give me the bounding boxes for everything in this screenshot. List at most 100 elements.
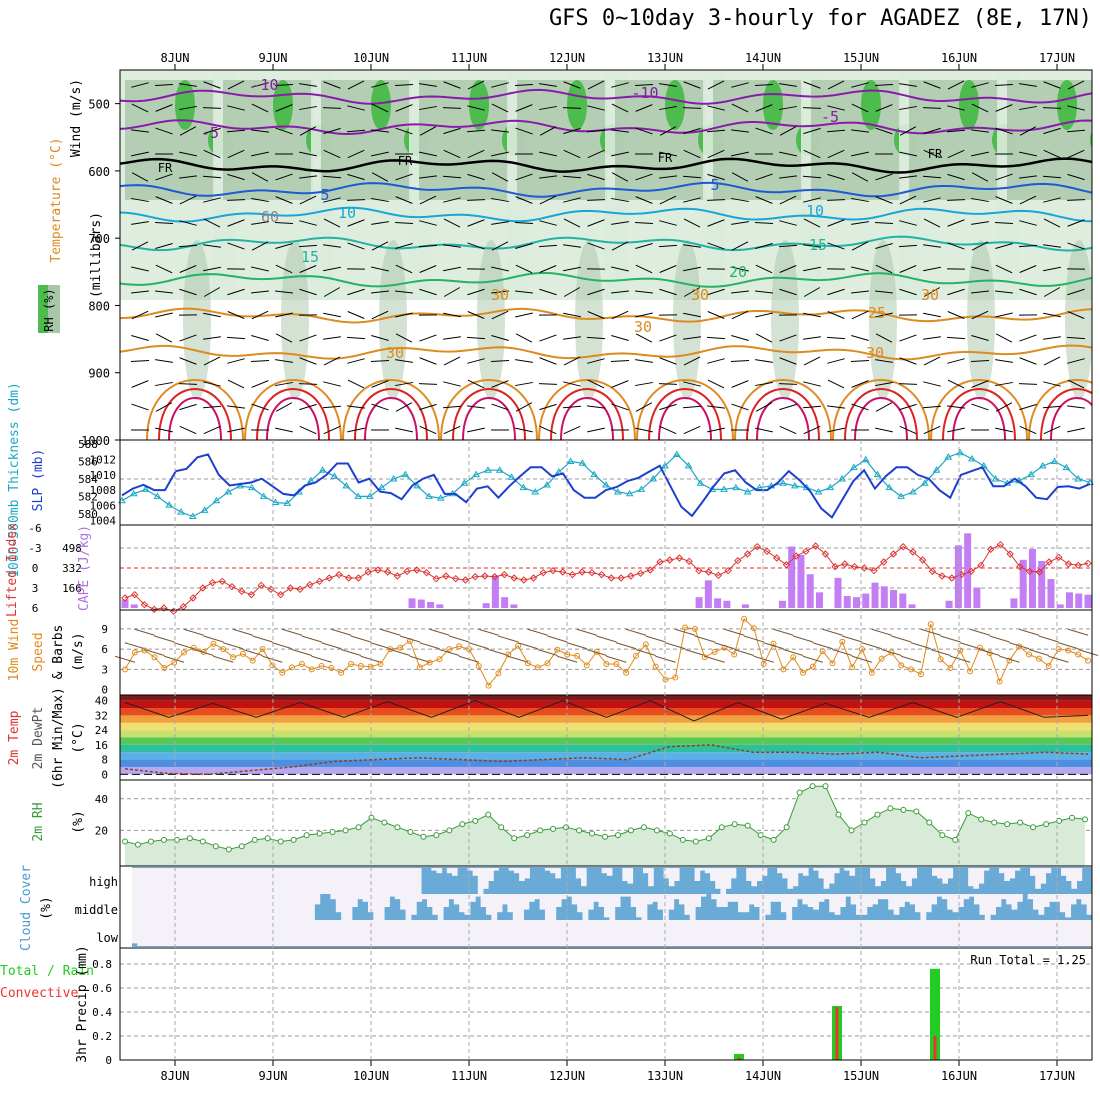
cloud-clear-cell	[398, 920, 405, 946]
wind-barb	[346, 199, 366, 201]
cloud-clear-cell	[622, 920, 629, 946]
wind-barb	[827, 311, 845, 319]
cloud-clear-cell	[356, 920, 362, 946]
wind-barb	[827, 105, 845, 111]
lifted-index-marker	[880, 558, 888, 566]
cloud-clear-cell	[132, 920, 138, 944]
cloud-clear-cell	[888, 894, 895, 910]
cloud-clear-cell	[467, 868, 474, 871]
precip-label-convective: Convective	[0, 986, 78, 1001]
cloud-clear-cell	[571, 894, 578, 905]
wind-speed-marker	[397, 644, 404, 651]
wind-barb	[154, 290, 174, 294]
cloud-clear-cell	[484, 920, 490, 946]
wind-barb	[299, 288, 317, 296]
wind-barb	[563, 266, 581, 272]
wind-barb	[340, 649, 362, 656]
cloud-clear-cell	[756, 920, 762, 946]
wind-barb	[563, 81, 581, 89]
cloud-clear-cell	[521, 920, 528, 946]
wind-speed-marker	[298, 660, 305, 667]
cloud-clear-cell	[174, 920, 181, 946]
wind-barb	[881, 649, 902, 656]
cloud-clear-cell	[505, 920, 512, 946]
wind-barb	[467, 173, 485, 181]
wind-barb	[226, 199, 246, 201]
boundary-arc	[550, 388, 624, 440]
cloud-clear-cell	[153, 894, 160, 920]
wind-barb	[443, 127, 461, 135]
cloud-clear-cell	[856, 894, 862, 915]
cloud-clear-cell	[364, 868, 370, 894]
wind-barb	[466, 129, 486, 133]
cloud-clear-cell	[359, 868, 365, 894]
wind-barb	[989, 635, 1010, 643]
cloud-clear-cell	[952, 894, 959, 913]
wind-barb	[539, 175, 557, 179]
wind-barb	[251, 82, 269, 88]
wind-barb	[389, 649, 411, 656]
cloud-clear-cell	[276, 868, 283, 894]
date-label-bottom: 15JUN	[843, 1069, 879, 1083]
cloud-clear-cell	[850, 894, 857, 905]
cloud-clear-cell	[740, 920, 746, 946]
thickness-marker	[1027, 470, 1035, 478]
rh-marker	[550, 825, 557, 832]
wind-barb	[923, 425, 941, 435]
cloud-clear-cell	[630, 894, 637, 907]
cape-bar	[862, 593, 870, 608]
cloud-clear-cell	[173, 868, 179, 894]
cloud-clear-cell	[761, 920, 768, 946]
wind-speed-marker	[151, 654, 158, 661]
cloud-clear-cell	[282, 894, 289, 920]
wind-barb	[323, 312, 341, 318]
wind-barb	[898, 383, 918, 385]
cape-bar	[1065, 592, 1073, 608]
wind-barb	[299, 105, 317, 111]
cloud-clear-cell	[421, 894, 428, 900]
lifted-index-marker	[568, 570, 577, 579]
rh-marker	[459, 821, 466, 828]
cloud-clear-cell	[510, 920, 517, 946]
cloud-clear-cell	[534, 894, 541, 900]
wind-barb	[1043, 127, 1061, 135]
lifted-index-marker	[792, 552, 800, 560]
wind-barb	[587, 288, 605, 296]
wind-barb	[251, 197, 269, 203]
cloud-clear-cell	[710, 868, 716, 881]
wind-barb	[707, 242, 725, 250]
cloud-clear-cell	[937, 868, 943, 879]
rh-marker	[589, 830, 596, 837]
wind-barb	[203, 266, 221, 272]
cloud-clear-cell	[148, 920, 154, 946]
contour-label: FR	[928, 147, 943, 161]
wind-barb	[467, 427, 485, 433]
cloud-clear-cell	[625, 894, 632, 897]
rh-marker	[731, 821, 738, 828]
cape-tick-label: 498	[62, 542, 82, 555]
wind-barb	[947, 219, 965, 227]
wind-barb	[743, 635, 765, 643]
wind-barb	[704, 655, 725, 663]
cloud-clear-cell	[574, 920, 581, 946]
wind-barb	[659, 220, 677, 226]
wind-barb	[999, 655, 1020, 663]
cloud-clear-cell	[818, 868, 825, 879]
rh-marker	[433, 832, 440, 839]
lifted-index-marker	[529, 574, 538, 582]
boundary-arc	[1050, 397, 1092, 440]
cloud-clear-cell	[846, 920, 853, 946]
cloud-clear-cell	[875, 868, 881, 887]
wind-barb	[1042, 175, 1062, 179]
cloud-clear-cell	[894, 920, 901, 946]
wind-speed-marker	[220, 646, 227, 653]
wind-speed-marker	[289, 664, 296, 671]
cloud-clear-cell	[443, 894, 449, 907]
wind-speed-marker	[1075, 651, 1082, 658]
cloud-clear-cell	[212, 894, 219, 920]
rh-marker	[1017, 819, 1024, 826]
lifted-index-marker	[743, 550, 752, 558]
lifted-index-marker	[1084, 559, 1092, 568]
wind-barb	[659, 288, 677, 296]
y-tick-label: 1000	[81, 434, 110, 448]
